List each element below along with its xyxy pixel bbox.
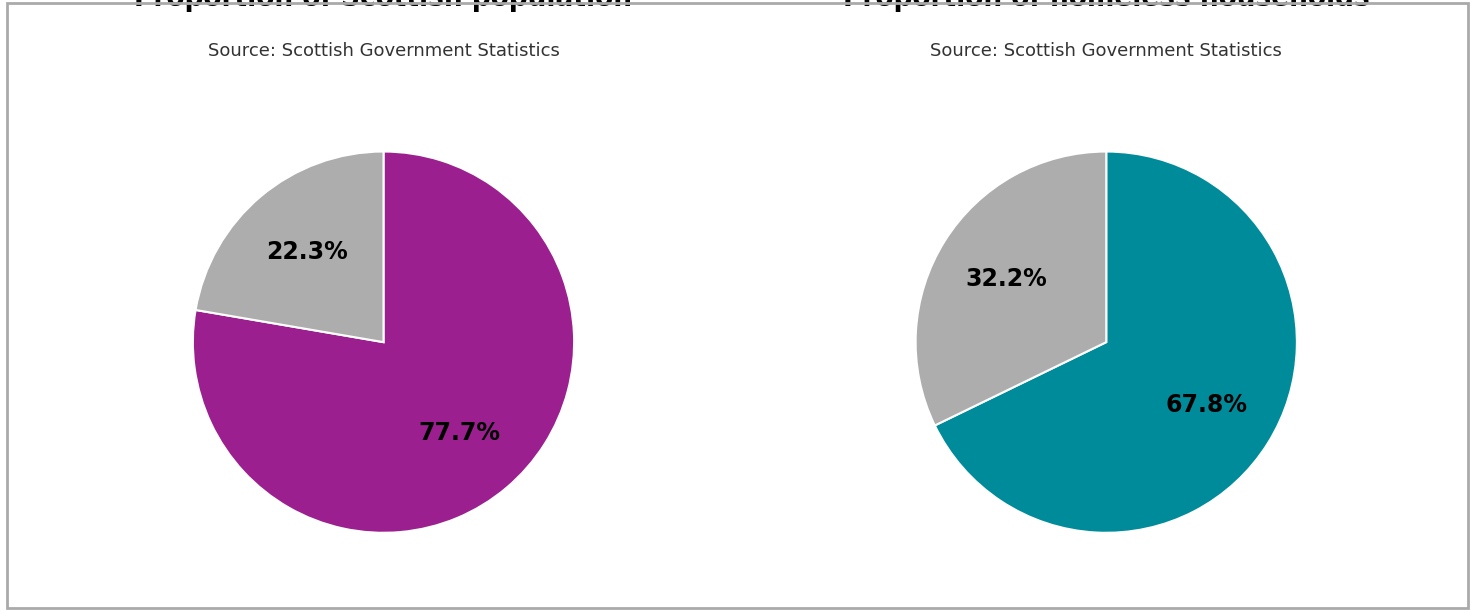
Wedge shape bbox=[935, 152, 1297, 533]
Wedge shape bbox=[916, 152, 1106, 425]
Text: 77.7%: 77.7% bbox=[419, 420, 500, 445]
Text: 32.2%: 32.2% bbox=[965, 268, 1047, 291]
Wedge shape bbox=[193, 152, 574, 533]
Text: 22.3%: 22.3% bbox=[267, 240, 348, 264]
Text: Proportion of Scottish population: Proportion of Scottish population bbox=[134, 0, 633, 12]
Text: Source: Scottish Government Statistics: Source: Scottish Government Statistics bbox=[208, 42, 559, 60]
Text: Source: Scottish Government Statistics: Source: Scottish Government Statistics bbox=[931, 42, 1282, 60]
Text: Proportion of homeless households: Proportion of homeless households bbox=[842, 0, 1370, 12]
Wedge shape bbox=[196, 152, 384, 342]
Text: 67.8%: 67.8% bbox=[1165, 393, 1248, 417]
